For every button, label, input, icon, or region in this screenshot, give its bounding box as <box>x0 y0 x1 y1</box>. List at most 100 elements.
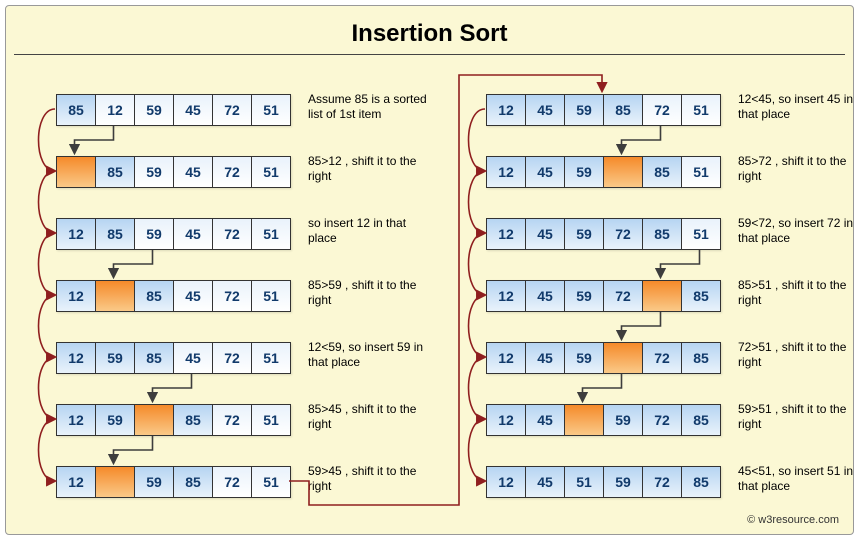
step-caption: 45<51, so insert 51 in that place <box>738 464 862 494</box>
array-cell: 51 <box>682 157 720 187</box>
array-cell: 45 <box>174 219 213 249</box>
credit: © w3resource.com <box>747 514 839 526</box>
array-cell <box>57 157 96 187</box>
array-cell <box>643 281 682 311</box>
step-caption: 59>45 , shift it to the right <box>308 464 436 494</box>
array-cell: 85 <box>643 219 682 249</box>
array-cell: 12 <box>57 343 96 373</box>
array-cell: 85 <box>682 405 720 435</box>
array-cell: 12 <box>57 219 96 249</box>
array-cell: 51 <box>252 281 290 311</box>
array-cell: 85 <box>682 281 720 311</box>
step-caption: 59<72, so insert 72 in that place <box>738 216 862 246</box>
array-cell: 12 <box>487 95 526 125</box>
array-cell: 59 <box>565 95 604 125</box>
array-row: 1259 857251 <box>56 404 291 436</box>
array-cell: 85 <box>96 157 135 187</box>
array-cell: 51 <box>252 405 290 435</box>
array-cell: 51 <box>252 157 290 187</box>
array-cell: 85 <box>643 157 682 187</box>
step-caption: 85>59 , shift it to the right <box>308 278 436 308</box>
array-row: 8559457251 <box>56 156 291 188</box>
array-cell: 85 <box>682 343 720 373</box>
array-cell: 45 <box>526 95 565 125</box>
step-caption: 85>72 , shift it to the right <box>738 154 862 184</box>
array-cell: 45 <box>526 467 565 497</box>
array-cell: 85 <box>682 467 720 497</box>
page: Insertion Sort 851259457251Assume 85 is … <box>0 0 862 543</box>
array-cell: 59 <box>96 343 135 373</box>
array-cell: 85 <box>604 95 643 125</box>
array-cell: 51 <box>682 219 720 249</box>
array-cell: 72 <box>213 219 252 249</box>
array-cell <box>604 157 643 187</box>
array-cell: 59 <box>135 95 174 125</box>
array-cell: 12 <box>96 95 135 125</box>
array-cell: 85 <box>174 467 213 497</box>
array-row: 124559857251 <box>486 94 721 126</box>
array-cell <box>135 405 174 435</box>
array-cell: 85 <box>174 405 213 435</box>
array-cell: 12 <box>487 467 526 497</box>
array-cell: 45 <box>526 281 565 311</box>
array-cell: 72 <box>643 405 682 435</box>
array-cell: 12 <box>57 405 96 435</box>
array-cell: 45 <box>526 219 565 249</box>
array-cell: 12 <box>487 219 526 249</box>
array-cell: 59 <box>135 219 174 249</box>
array-cell: 51 <box>682 95 720 125</box>
array-row: 125985457251 <box>56 342 291 374</box>
array-cell: 72 <box>213 95 252 125</box>
array-cell: 85 <box>135 281 174 311</box>
array-cell: 45 <box>526 405 565 435</box>
array-row: 1245 597285 <box>486 404 721 436</box>
array-cell: 45 <box>174 281 213 311</box>
title: Insertion Sort <box>6 20 853 48</box>
array-row: 1285457251 <box>56 280 291 312</box>
step-caption: 12<59, so insert 59 in that place <box>308 340 436 370</box>
array-cell: 72 <box>643 343 682 373</box>
array-cell <box>604 343 643 373</box>
array-row: 128559457251 <box>56 218 291 250</box>
title-rule <box>14 54 845 55</box>
array-cell: 51 <box>252 343 290 373</box>
array-cell: 12 <box>487 157 526 187</box>
array-cell: 12 <box>487 281 526 311</box>
array-cell: 45 <box>526 343 565 373</box>
array-row: 12455972 85 <box>486 280 721 312</box>
array-cell: 59 <box>96 405 135 435</box>
array-cell: 12 <box>57 467 96 497</box>
array-row: 1245598551 <box>486 156 721 188</box>
array-cell: 51 <box>252 467 290 497</box>
array-cell: 51 <box>252 219 290 249</box>
array-cell: 72 <box>604 281 643 311</box>
array-cell: 59 <box>565 281 604 311</box>
array-cell: 72 <box>213 467 252 497</box>
step-caption: Assume 85 is a sorted list of 1st item <box>308 92 436 122</box>
array-cell <box>96 467 135 497</box>
array-cell: 45 <box>174 95 213 125</box>
array-cell: 72 <box>213 405 252 435</box>
array-cell: 59 <box>135 157 174 187</box>
array-cell: 59 <box>135 467 174 497</box>
array-cell: 12 <box>487 405 526 435</box>
array-cell <box>96 281 135 311</box>
step-caption: 59>51 , shift it to the right <box>738 402 862 432</box>
step-caption: 72>51 , shift it to the right <box>738 340 862 370</box>
array-cell: 59 <box>604 405 643 435</box>
array-cell: 51 <box>252 95 290 125</box>
step-caption: 85>12 , shift it to the right <box>308 154 436 184</box>
array-cell: 72 <box>643 95 682 125</box>
array-cell: 72 <box>213 281 252 311</box>
array-cell: 45 <box>174 343 213 373</box>
array-cell: 72 <box>213 343 252 373</box>
array-cell: 85 <box>57 95 96 125</box>
array-row: 851259457251 <box>56 94 291 126</box>
array-cell: 59 <box>604 467 643 497</box>
array-cell: 59 <box>565 219 604 249</box>
array-cell: 45 <box>174 157 213 187</box>
array-cell: 12 <box>487 343 526 373</box>
step-caption: 85>51 , shift it to the right <box>738 278 862 308</box>
array-row: 124559728551 <box>486 218 721 250</box>
array-cell <box>565 405 604 435</box>
